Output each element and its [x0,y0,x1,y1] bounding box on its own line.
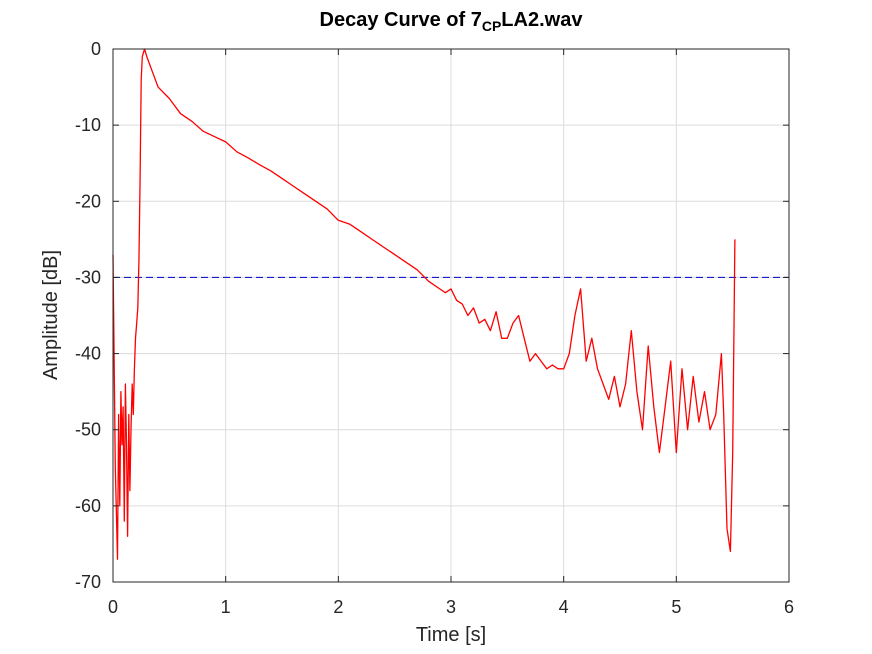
x-tick-label: 1 [221,597,231,617]
chart-title-subscript: CP [482,18,501,34]
x-tick-label: 0 [108,597,118,617]
y-tick-labels: 0 -10 -20 -30 -40 -50 -60 -70 [75,39,101,592]
x-axis-label: Time [s] [416,624,486,646]
y-tick-label: -50 [75,420,101,440]
y-tick-label: -40 [75,344,101,364]
ticks-group [112,48,790,583]
chart-title-main: Decay Curve of 7 [320,9,482,31]
y-tick-label: -20 [75,191,101,211]
x-tick-label: 6 [784,597,794,617]
y-tick-label: -30 [75,267,101,287]
y-tick-label: -70 [75,572,101,592]
x-tick-label: 5 [671,597,681,617]
x-tick-labels: 0 1 2 3 4 5 6 [108,597,794,617]
decay-curve-line [112,48,736,560]
y-tick-label: -10 [75,115,101,135]
x-tick-label: 2 [333,597,343,617]
y-tick-label: -60 [75,496,101,516]
series-group [112,48,736,560]
chart-title: Decay Curve of 7CPLA2.wav [320,9,584,34]
y-axis-label: Amplitude [dB] [40,250,62,380]
x-tick-label: 3 [446,597,456,617]
chart-title-suffix: LA2.wav [501,9,583,31]
y-tick-label: 0 [91,39,101,59]
x-tick-label: 4 [559,597,569,617]
